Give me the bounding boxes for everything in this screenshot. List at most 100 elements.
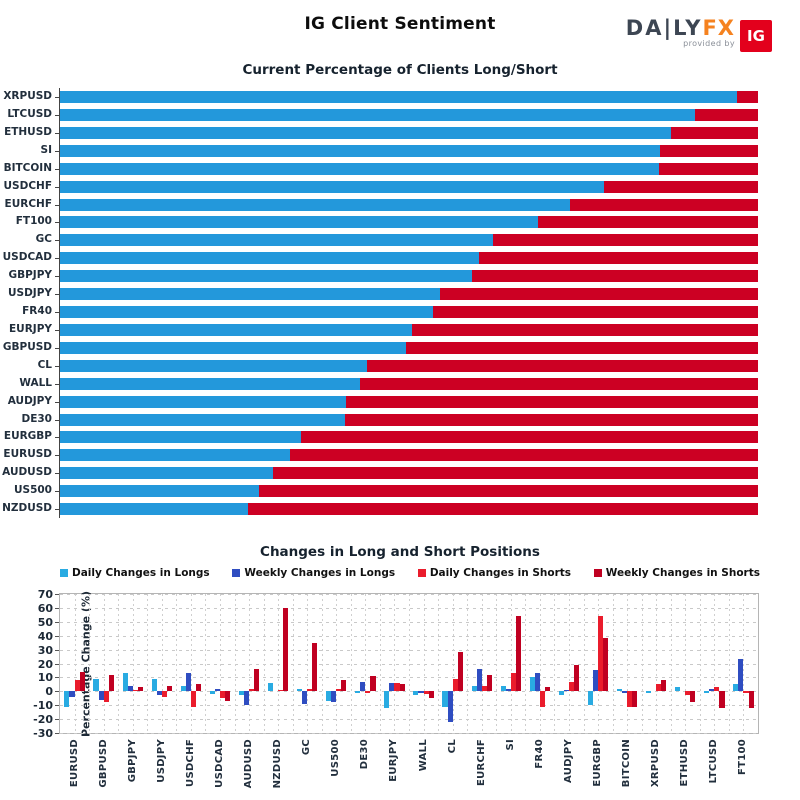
change-bar-eurgbp (598, 616, 604, 692)
change-bar-ft100 (738, 659, 744, 692)
x-tick-label: AUDJPY (562, 739, 574, 783)
x-tick-label: EURUSD (68, 739, 80, 788)
v-gridline (409, 594, 410, 733)
y-tick-mark (55, 437, 59, 439)
x-tick-label: USDCAD (213, 739, 225, 788)
change-bar-ethusd (685, 691, 691, 696)
y-tick-label: 40 (37, 629, 53, 643)
change-bar-eurusd (74, 680, 80, 692)
change-bar-fr40 (544, 687, 551, 692)
change-bar-audusd (249, 688, 255, 692)
y-tick-mark (55, 186, 59, 188)
instrument-label: AUDJPY (7, 394, 52, 407)
v-gridline (612, 594, 614, 733)
change-bar-cl (457, 652, 463, 692)
change-bar-audjpy (563, 689, 569, 692)
y-tick-mark (55, 635, 59, 637)
change-bar-de30 (355, 691, 361, 693)
short-bar-segment (258, 485, 758, 498)
long-bar-segment (60, 180, 605, 193)
y-tick-mark (55, 365, 59, 367)
v-gridline (641, 594, 643, 733)
long-bar-segment (60, 377, 361, 390)
long-bar-segment (60, 270, 472, 283)
change-bar-eurjpy (399, 684, 405, 692)
y-tick-mark (55, 705, 59, 707)
v-gridline (627, 594, 629, 733)
long-bar-segment (60, 359, 368, 372)
instrument-label: EURCHF (4, 197, 52, 210)
sentiment-row-gbpusd: GBPUSD (3, 339, 758, 357)
stacked-bar (60, 216, 758, 229)
x-tick-label: EURJPY (388, 739, 400, 782)
v-gridline (714, 594, 716, 733)
v-gridline (321, 594, 323, 733)
stacked-bar (60, 377, 758, 390)
stacked-bar (60, 252, 758, 265)
sentiment-row-audjpy: AUDJPY (8, 393, 758, 411)
long-bar-segment (60, 341, 406, 354)
instrument-label: FT100 (15, 215, 52, 228)
change-bar-audjpy (568, 681, 575, 692)
short-bar-segment (440, 288, 758, 301)
instrument-label: GC (35, 233, 52, 246)
short-bar-segment (412, 323, 758, 336)
v-gridline (350, 594, 352, 733)
y-tick-mark (55, 491, 59, 493)
legend-label: Daily Changes in Longs (72, 567, 210, 579)
short-bar-segment (433, 306, 758, 318)
y-tick-mark (55, 719, 59, 721)
v-gridline (336, 594, 338, 733)
y-tick-mark (55, 649, 59, 651)
x-tick-label: ETHUSD (679, 739, 691, 787)
v-gridline (656, 594, 658, 733)
y-tick-mark (55, 114, 59, 116)
dailyfx-logo-text: DA|LYFX provided by (626, 16, 735, 49)
instrument-label: AUDUSD (2, 466, 52, 479)
sentiment-row-wall: WALL (19, 375, 758, 393)
logo-fx-text: FX (702, 16, 735, 40)
y-tick-mark (55, 276, 59, 278)
instrument-label: NZDUSD (2, 502, 52, 515)
long-bar-segment (60, 108, 696, 121)
bottom-chart-legend: Daily Changes in Longs Weekly Changes in… (60, 567, 760, 579)
y-tick-mark (55, 222, 59, 224)
sentiment-row-usdjpy: USDJPY (8, 285, 758, 303)
x-tick-label: USDJPY (155, 739, 167, 783)
short-bar-segment (405, 341, 758, 354)
change-bar-audusd (243, 691, 250, 706)
y-tick-mark (55, 204, 59, 206)
logo-provided-by-text: provided by (683, 39, 735, 48)
long-bar-segment (60, 323, 413, 336)
sentiment-row-eurusd: EURUSD (3, 446, 758, 464)
change-bar-eurchf (486, 674, 492, 692)
long-bar-segment (60, 144, 661, 157)
change-bar-audusd (238, 691, 244, 696)
change-bar-bitcoin (632, 691, 638, 707)
y-tick-mark (55, 663, 59, 665)
change-bar-wall (413, 691, 419, 696)
instrument-label: CL (37, 358, 52, 371)
sentiment-row-si: SI (41, 142, 758, 160)
change-bar-ltcusd (714, 687, 720, 692)
sentiment-row-us500: US500 (14, 482, 758, 500)
y-tick-mark (55, 168, 59, 170)
change-bar-de30 (370, 676, 376, 692)
v-gridline (365, 594, 367, 733)
x-tick-label: GBPJPY (126, 739, 138, 783)
instrument-label: GBPUSD (2, 340, 52, 353)
position-changes-chart: Percentage Change (%) 70 60 50 40 30 20 10 0 -10… (33, 588, 759, 788)
y-tick-label: 0 (45, 685, 53, 699)
sentiment-row-eurjpy: EURJPY (9, 321, 758, 339)
y-tick-mark (55, 401, 59, 403)
v-gridline (496, 594, 498, 733)
change-bar-nzdusd (283, 607, 289, 692)
sentiment-row-eurchf: EURCHF (5, 196, 758, 214)
x-tick-label: EURGBP (592, 739, 604, 787)
stacked-bar (60, 270, 758, 283)
change-bar-gbpjpy (122, 673, 128, 692)
y-tick-mark (55, 733, 59, 734)
sentiment-row-de30: DE30 (21, 411, 758, 429)
stacked-bar (60, 91, 758, 103)
v-gridline (728, 594, 730, 733)
